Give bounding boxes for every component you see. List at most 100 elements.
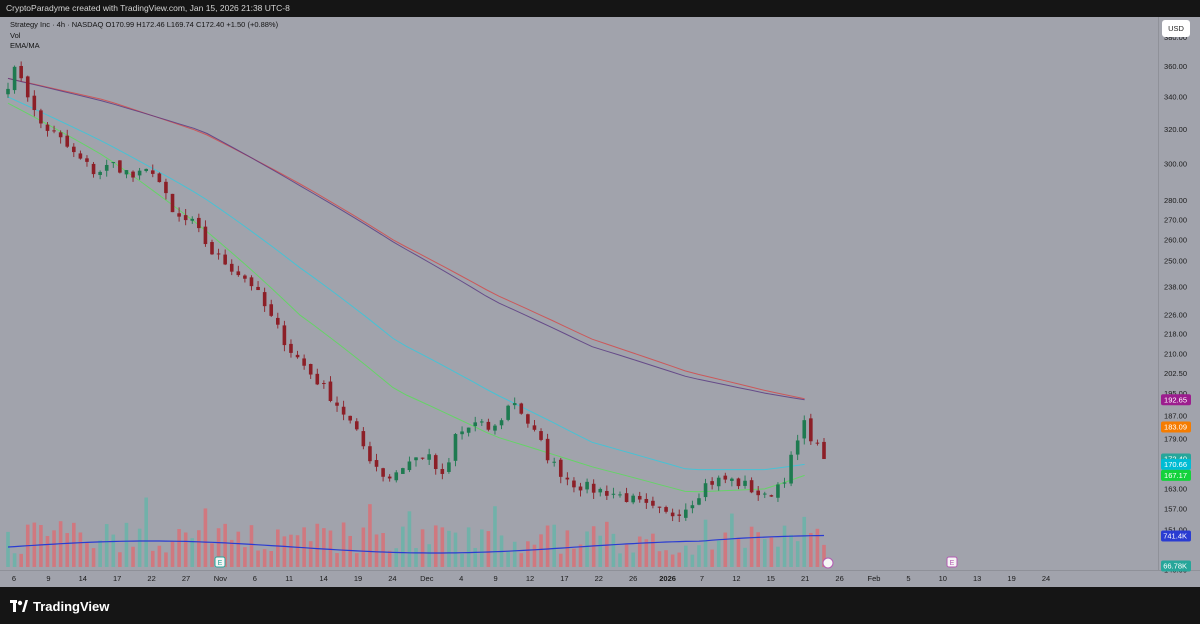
volume-average-line	[7, 534, 825, 554]
candle-body	[216, 253, 221, 255]
candle-body	[282, 325, 287, 346]
volume-bar	[480, 529, 484, 567]
time-tick-28: 13	[973, 574, 981, 583]
candle-body	[401, 468, 405, 474]
volume-bar	[651, 533, 655, 567]
price-tick-3: 320.00	[1164, 125, 1187, 134]
candle-body	[229, 263, 234, 272]
volume-bar	[137, 528, 142, 567]
candle-body	[572, 480, 576, 488]
price-tick-17: 163.00	[1164, 485, 1187, 494]
volume-bar	[697, 545, 701, 567]
volume-bar	[756, 532, 760, 567]
time-tick-23: 21	[801, 574, 809, 583]
time-tick-0: 6	[12, 574, 16, 583]
price-tick-13: 202.50	[1164, 369, 1187, 378]
candle-body	[65, 135, 70, 147]
candle-body	[12, 66, 17, 91]
volume-bar	[65, 533, 70, 567]
candle-body	[486, 421, 491, 430]
price-tick-10: 226.00	[1164, 310, 1187, 319]
candle-body	[809, 418, 813, 442]
volume-bar	[91, 548, 96, 567]
candle-body	[249, 277, 254, 287]
time-tick-18: 26	[629, 574, 637, 583]
symbol-ohlc-line: Strategy Inc · 4h · NASDAQ O170.99 H172.…	[10, 20, 279, 29]
time-axis[interactable]	[0, 570, 1200, 587]
volume-bar	[447, 530, 451, 567]
volume-bar	[72, 522, 76, 567]
candle-body	[368, 446, 372, 462]
candle-body	[210, 242, 214, 255]
candle-body	[124, 170, 129, 175]
brand-text: TradingView	[33, 598, 110, 614]
time-tick-27: 10	[939, 574, 947, 583]
candle-body	[532, 425, 537, 430]
candle-body	[618, 494, 622, 496]
price-label-layer: 192.65183.09172.40170.66167.17741.4K66.7…	[1161, 394, 1191, 572]
volume-bar	[19, 553, 23, 567]
candle-body	[795, 440, 800, 455]
candle-body	[170, 193, 175, 213]
time-tick-20: 7	[700, 574, 704, 583]
candle-body	[262, 292, 267, 307]
candle-body	[236, 271, 241, 276]
candle-body	[453, 434, 458, 461]
volume-bar	[381, 533, 385, 567]
volume-bar	[144, 497, 148, 567]
candle-body	[684, 509, 688, 518]
volume-bar	[677, 552, 682, 567]
ma-line-1	[7, 77, 805, 401]
volume-bar	[539, 534, 543, 567]
volume-bar	[703, 519, 708, 567]
time-tick-24: 26	[835, 574, 843, 583]
plot-area[interactable]	[0, 17, 1158, 570]
volume-bar	[183, 532, 188, 567]
ema-ma-legend[interactable]: EMA/MA	[10, 41, 40, 50]
price-tick-1: 360.00	[1164, 62, 1187, 71]
volume-bar	[519, 553, 524, 567]
volume-bar	[308, 541, 313, 567]
price-label-bg	[1161, 458, 1191, 470]
candle-body	[144, 168, 148, 172]
volume-bar	[545, 525, 550, 567]
price-label-bg	[1161, 421, 1191, 433]
volume-bar	[598, 535, 603, 567]
volume-bar	[197, 530, 201, 567]
candle-body	[657, 506, 662, 508]
time-tick-29: 19	[1007, 574, 1015, 583]
volume-bar	[802, 516, 807, 567]
chart-legend[interactable]: Strategy Inc · 4h · NASDAQ O170.99 H172.…	[10, 20, 278, 52]
volume-bar	[743, 547, 747, 567]
volume-legend[interactable]: Vol	[10, 30, 21, 40]
volume-bar	[684, 545, 688, 567]
candle-body	[512, 403, 517, 406]
price-label-3: 170.66	[1164, 460, 1187, 469]
currency-button[interactable]: USD	[1162, 20, 1190, 37]
time-tick-16: 17	[560, 574, 568, 583]
tradingview-logo-icon	[10, 600, 28, 612]
attribution-text: CryptoParadyme created with TradingView.…	[6, 3, 290, 13]
volume-bar	[361, 527, 366, 567]
volume-bar	[690, 554, 695, 567]
candle-body	[420, 457, 425, 459]
price-label-bg	[1161, 394, 1191, 406]
volume-bar	[578, 544, 583, 567]
candle-body	[295, 354, 300, 358]
volume-label-bg	[1161, 560, 1191, 572]
candle-body	[506, 405, 510, 420]
time-tick-6: Nov	[214, 574, 228, 583]
candle-body	[822, 441, 826, 460]
volume-bar	[374, 534, 379, 567]
time-tick-5: 27	[182, 574, 190, 583]
tradingview-logo: TradingView	[10, 598, 109, 614]
time-tick-4: 22	[147, 574, 155, 583]
candle-body	[361, 431, 366, 447]
volume-bar	[223, 523, 227, 567]
candle-body	[710, 481, 714, 485]
time-tick-9: 14	[319, 574, 327, 583]
candle-body	[776, 484, 780, 498]
volume-bar	[657, 551, 662, 567]
